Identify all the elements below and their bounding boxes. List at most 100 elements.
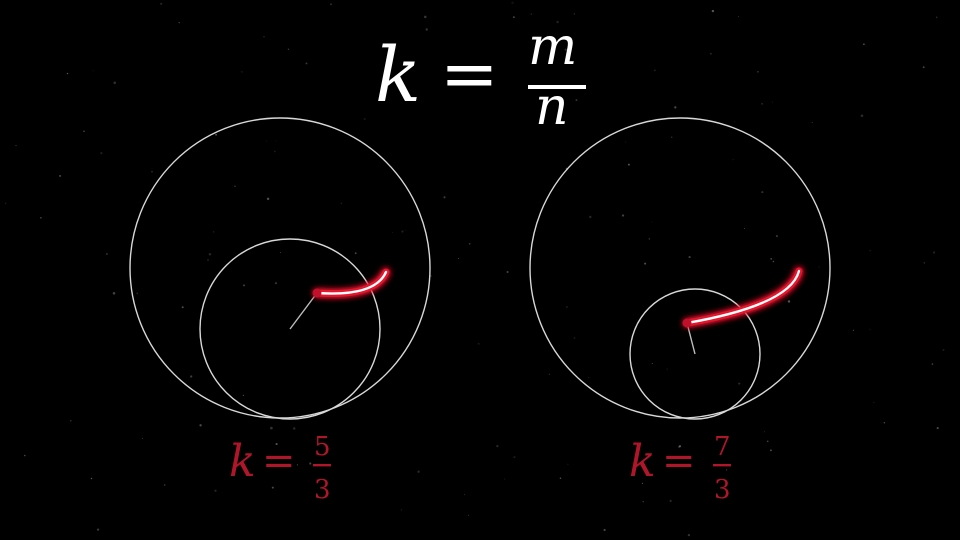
ratio-left-equals: = (262, 438, 296, 484)
speckle (625, 141, 627, 143)
speckle (207, 259, 209, 261)
speckle (763, 431, 766, 433)
speckle (213, 231, 215, 233)
speckle (761, 191, 764, 194)
speckle (305, 62, 308, 65)
speckle (922, 66, 925, 69)
speckle (214, 489, 217, 492)
speckle (105, 252, 108, 256)
speckle (573, 337, 576, 339)
speckle (401, 230, 404, 233)
title-formula: k = m n (375, 17, 586, 137)
speckle (756, 70, 759, 73)
speckle (573, 13, 576, 15)
speckle (669, 499, 672, 502)
speckle (136, 292, 138, 294)
speckle (513, 456, 516, 459)
speckle (66, 72, 69, 75)
speckle (354, 252, 357, 255)
speckle (40, 217, 42, 219)
speckle (363, 117, 366, 121)
speckle (869, 250, 871, 252)
speckle (559, 477, 562, 479)
speckle (653, 69, 656, 72)
speckle (417, 470, 420, 473)
speckle (933, 251, 936, 254)
speckle (59, 174, 62, 177)
speckle (292, 427, 296, 430)
speckle (869, 328, 871, 330)
speckle (275, 443, 278, 446)
speckle (883, 422, 886, 424)
title-denominator: n (535, 77, 569, 137)
speckle (309, 462, 312, 465)
title-equals: = (440, 33, 499, 115)
speckle (181, 306, 184, 309)
speckle (651, 362, 653, 365)
speckle (425, 28, 428, 31)
outer-circle-left (129, 117, 431, 419)
ratio-right-numerator: 7 (714, 432, 731, 462)
diagram-left: k = 5 3 (129, 117, 431, 505)
speckle (100, 151, 103, 155)
title-k: k (375, 30, 421, 119)
speckle (711, 9, 715, 13)
speckle (641, 482, 644, 485)
speckle (530, 13, 532, 15)
speckle (733, 121, 736, 123)
speckle (738, 15, 740, 18)
speckle (621, 214, 625, 217)
background-speckles (4, 1, 945, 537)
speckle (775, 235, 778, 238)
speckle (400, 509, 403, 511)
speckle (234, 185, 236, 188)
speckle (860, 114, 864, 117)
speckle (263, 36, 265, 38)
speckle (769, 449, 772, 452)
speckle (464, 494, 466, 496)
speckle (243, 284, 245, 287)
speckle (744, 228, 746, 229)
title-numerator: m (528, 17, 577, 77)
speckle (242, 394, 245, 397)
speckle (512, 16, 515, 19)
speckle (567, 463, 569, 465)
pen-point-right (682, 318, 692, 328)
speckle (443, 196, 446, 199)
speckle (266, 197, 270, 201)
speckle (164, 484, 166, 486)
speckle (477, 342, 480, 345)
speckle (556, 20, 559, 24)
speckle (92, 70, 94, 72)
speckle (852, 329, 855, 331)
speckle (575, 99, 578, 102)
speckle (761, 102, 764, 105)
pen-point-left (312, 288, 322, 298)
speckle (151, 170, 153, 173)
ratio-right-equals: = (662, 438, 696, 484)
speckle (506, 270, 509, 274)
ratio-right-k: k (629, 436, 656, 487)
speckle (458, 257, 460, 260)
speckle (330, 3, 332, 6)
speckle (15, 144, 17, 147)
speckle (738, 382, 741, 385)
speckle (4, 202, 7, 205)
trace-core-right (685, 269, 801, 325)
speckle (687, 533, 691, 537)
speckle (279, 252, 281, 254)
speckle (274, 282, 277, 285)
ratio-label-left: k = 5 3 (229, 432, 331, 505)
speckle (678, 445, 682, 448)
ratio-left-k: k (229, 436, 256, 487)
speckle (548, 373, 550, 375)
speckle (589, 215, 592, 219)
speckle (424, 15, 427, 19)
radius-arm-right (686, 322, 696, 355)
speckle (732, 159, 734, 161)
speckle (677, 445, 681, 448)
speckle (504, 478, 506, 480)
speckle (772, 260, 775, 263)
speckle (931, 363, 934, 365)
